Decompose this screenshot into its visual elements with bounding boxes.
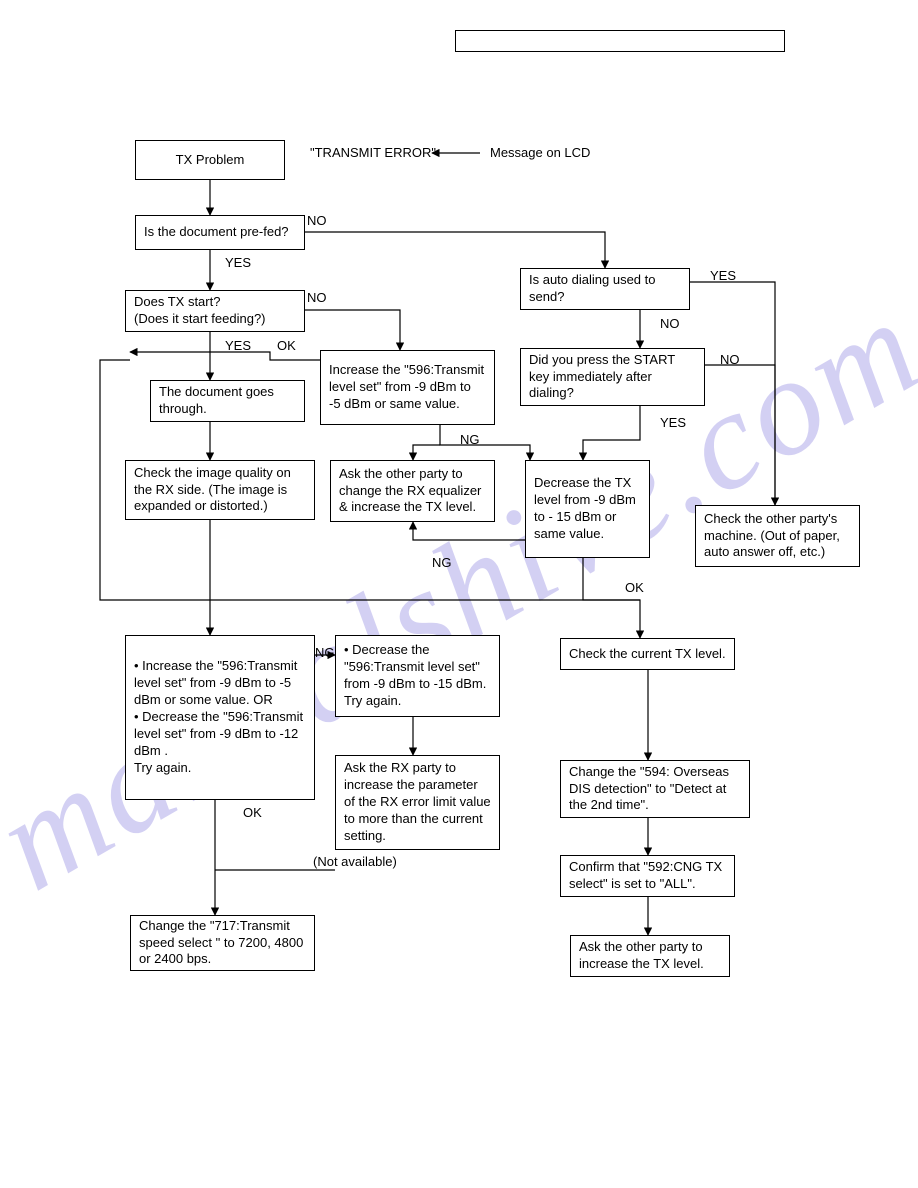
ask-other: Ask the other party to change the RX equ… <box>330 460 495 522</box>
doc-goes: The document goes through. <box>150 380 305 422</box>
auto-dial-label: Is auto dialing used to send? <box>529 272 681 306</box>
decrease-tx-label: Decrease the TX level from -9 dBm to - 1… <box>534 475 641 543</box>
check-cur-tx: Check the current TX level. <box>560 638 735 670</box>
inc-dec-596: • Increase the "596:Transmit level set" … <box>125 635 315 800</box>
no-auto: NO <box>660 316 680 332</box>
check-other-machine: Check the other party's machine. (Out of… <box>695 505 860 567</box>
check-other-machine-label: Check the other party's machine. (Out of… <box>704 511 851 562</box>
does-tx-label: Does TX start? (Does it start feeding?) <box>134 294 266 328</box>
doc-goes-label: The document goes through. <box>159 384 296 418</box>
press-start: Did you press the START key immediately … <box>520 348 705 406</box>
ok3: OK <box>243 805 262 821</box>
ask-other-label: Ask the other party to change the RX equ… <box>339 466 486 517</box>
auto-dial: Is auto dialing used to send? <box>520 268 690 310</box>
no2: NO <box>307 290 327 306</box>
yes-auto: YES <box>710 268 736 284</box>
ask-rx-label: Ask the RX party to increase the paramet… <box>344 760 491 844</box>
tx-problem: TX Problem <box>135 140 285 180</box>
doc-prefed-label: Is the document pre-fed? <box>144 224 289 241</box>
no1: NO <box>307 213 327 229</box>
yes-start: YES <box>660 415 686 431</box>
decrease-tx: Decrease the TX level from -9 dBm to - 1… <box>525 460 650 558</box>
check-cur-tx-label: Check the current TX level. <box>569 646 726 663</box>
ok1: OK <box>277 338 296 354</box>
ng2: NG <box>432 555 452 571</box>
does-tx: Does TX start? (Does it start feeding?) <box>125 290 305 332</box>
increase-596-label: Increase the "596:Transmit level set" fr… <box>329 362 486 413</box>
check-img-label: Check the image quality on the RX side. … <box>134 465 306 516</box>
not-avail: (Not available) <box>313 854 397 870</box>
yes2: YES <box>225 338 251 354</box>
ask-inc-tx: Ask the other party to increase the TX l… <box>570 935 730 977</box>
header-box <box>455 30 785 52</box>
press-start-label: Did you press the START key immediately … <box>529 352 696 403</box>
transmit-error-text: "TRANSMIT ERROR" <box>310 145 436 161</box>
change-594-label: Change the "594: Overseas DIS detection"… <box>569 764 741 815</box>
inc-dec-596-label: • Increase the "596:Transmit level set" … <box>134 658 306 776</box>
dec-596: • Decrease the "596:Trans­mit level set"… <box>335 635 500 717</box>
change-717: Change the "717:Transmit speed select " … <box>130 915 315 971</box>
confirm-592-label: Confirm that "592:CNG TX select" is set … <box>569 859 726 893</box>
ask-rx: Ask the RX party to increase the paramet… <box>335 755 500 850</box>
confirm-592: Confirm that "592:CNG TX select" is set … <box>560 855 735 897</box>
ng1: NG <box>460 432 480 448</box>
dec-596-label: • Decrease the "596:Trans­mit level set"… <box>344 642 491 710</box>
msg-on-lcd-text: Message on LCD <box>490 145 590 161</box>
yes1: YES <box>225 255 251 271</box>
check-img: Check the image quality on the RX side. … <box>125 460 315 520</box>
doc-prefed: Is the document pre-fed? <box>135 215 305 250</box>
ng3: NG <box>315 645 335 661</box>
ask-inc-tx-label: Ask the other party to increase the TX l… <box>579 939 721 973</box>
change-594: Change the "594: Overseas DIS detection"… <box>560 760 750 818</box>
no-start: NO <box>720 352 740 368</box>
increase-596: Increase the "596:Transmit level set" fr… <box>320 350 495 425</box>
ok2: OK <box>625 580 644 596</box>
change-717-label: Change the "717:Transmit speed select " … <box>139 918 306 969</box>
tx-problem-label: TX Problem <box>176 152 245 169</box>
